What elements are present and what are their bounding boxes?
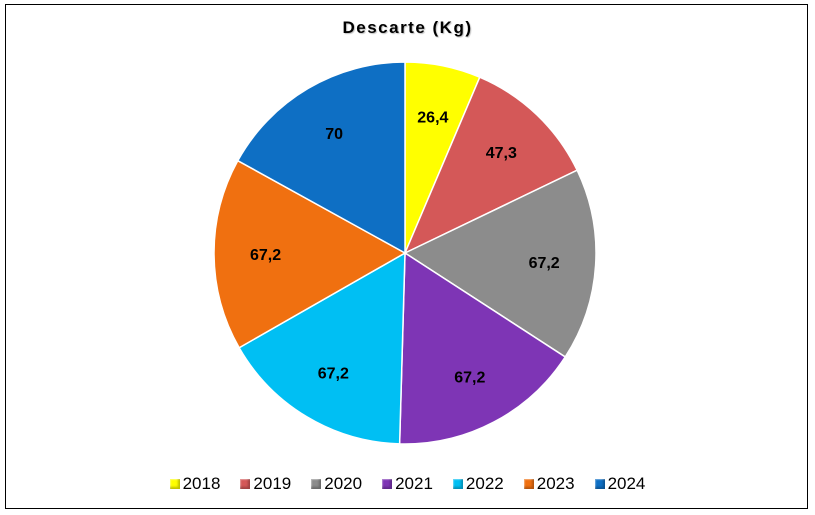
data-label-2019: 47,3 — [486, 145, 517, 162]
legend: 2018 2019 2020 2021 2022 2023 2024 — [0, 474, 815, 494]
pie-slice-2024 — [236, 61, 406, 255]
data-label-2024: 70 — [325, 126, 343, 143]
legend-swatch-2022 — [452, 479, 463, 489]
pie-slice-2020 — [403, 169, 597, 358]
legend-swatch-2021 — [382, 479, 393, 489]
pie-slice-2023 — [213, 159, 407, 349]
data-label-2020: 67,2 — [529, 255, 560, 272]
pie-slice-2021 — [398, 251, 567, 445]
data-label-2023: 67,2 — [250, 247, 281, 264]
legend-label-2020: 2020 — [324, 474, 363, 493]
pie-slice-2022 — [238, 251, 406, 445]
legend-label-2024: 2024 — [607, 474, 646, 493]
legend-item-2021: 2021 — [382, 474, 433, 494]
legend-item-2020: 2020 — [311, 474, 362, 494]
legend-label-2022: 2022 — [465, 474, 504, 493]
data-label-2021: 67,2 — [454, 369, 485, 386]
legend-item-2023: 2023 — [523, 474, 575, 494]
legend-swatch-2018 — [169, 479, 180, 489]
legend-label-2018: 2018 — [182, 474, 221, 493]
pie-data-labels: 26,4 47,3 67,2 67,2 67,2 67,2 70 — [250, 109, 560, 386]
data-label-2022: 67,2 — [318, 366, 349, 383]
pie-slices — [213, 61, 597, 445]
legend-item-2022: 2022 — [452, 474, 504, 494]
legend-label-2021: 2021 — [395, 474, 433, 493]
legend-swatch-2023 — [523, 479, 534, 489]
legend-item-2018: 2018 — [169, 474, 221, 494]
legend-swatch-2024 — [594, 479, 605, 489]
legend-swatch-2019 — [240, 479, 251, 489]
legend-item-2024: 2024 — [594, 474, 646, 494]
legend-label-2023: 2023 — [536, 474, 575, 493]
pie-slice-2019 — [403, 76, 579, 255]
legend-swatch-2020 — [311, 479, 322, 489]
legend-label-2019: 2019 — [253, 474, 292, 493]
data-label-2018: 26,4 — [417, 109, 448, 126]
chart-title: Descarte (Kg) — [342, 18, 473, 37]
legend-item-2019: 2019 — [240, 474, 291, 494]
